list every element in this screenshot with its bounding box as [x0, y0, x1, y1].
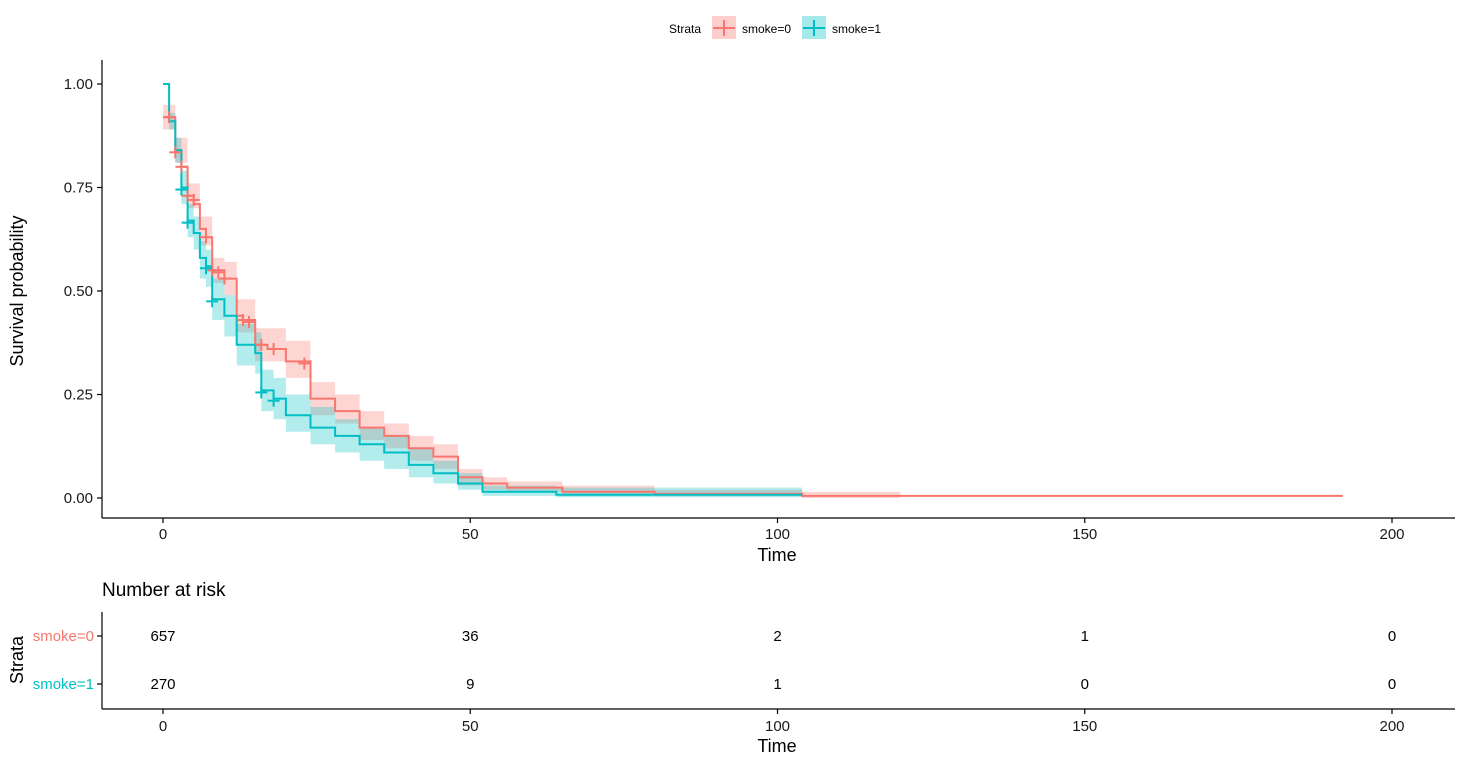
legend-title: Strata	[669, 22, 701, 36]
x-tick-label: 150	[1072, 526, 1097, 543]
censor-mark	[181, 189, 194, 202]
legend-label-smoke1: smoke=1	[832, 22, 881, 36]
censor-mark	[206, 264, 219, 277]
x-tick-label: 200	[1379, 718, 1404, 735]
censor-mark	[267, 394, 280, 407]
x-tick-label: 0	[159, 526, 167, 543]
censor-mark	[206, 295, 219, 308]
censor-mark	[175, 160, 188, 173]
risk-cell: 1	[773, 676, 781, 693]
y-tick-label: 0.00	[64, 490, 93, 507]
censor-mark	[255, 338, 268, 351]
main-panel: 0.00 0.25 0.50 0.75 1.00 0 50 100 150 200 Time S…	[7, 60, 1455, 565]
risk-rows: smoke=0 657 36 2 1 0 smoke=1 270 9 1 0 0	[33, 628, 1396, 693]
survival-curve-series-1	[163, 83, 803, 496]
censor-mark	[298, 357, 311, 370]
risk-table-title: Number at risk	[102, 580, 226, 601]
x-tick-label: 100	[765, 718, 790, 735]
censor-mark	[163, 111, 176, 124]
y-axis-title: Survival probability	[7, 215, 27, 366]
censor-mark	[200, 262, 213, 275]
censor-marks	[163, 111, 311, 407]
y-tick-label: 0.50	[64, 283, 93, 300]
risk-table: Number at risk Strata smoke=0 657 36 2 1 0smo…	[7, 580, 1455, 756]
ci-band-series-0	[163, 104, 901, 498]
censor-mark	[169, 146, 182, 159]
x-tick-label: 50	[462, 526, 479, 543]
survival-curve-series-0	[163, 116, 1343, 497]
risk-cell: 0	[1081, 676, 1089, 693]
confidence-bands	[163, 84, 901, 498]
x-axis-ticks: 0 50 100 150 200	[159, 518, 1405, 543]
survival-curves	[163, 83, 1343, 497]
censor-mark	[200, 231, 213, 244]
x-tick-label: 0	[159, 718, 167, 735]
censor-mark	[175, 183, 188, 196]
legend: Strata smoke=0 smoke=1	[669, 16, 881, 39]
censor-mark	[243, 316, 256, 329]
ci-band-series-1	[163, 84, 803, 498]
censor-mark	[236, 313, 249, 326]
x-tick-label: 100	[765, 526, 790, 543]
risk-cell: 9	[466, 676, 474, 693]
risk-cell: 270	[150, 676, 175, 693]
x-axis-title: Time	[757, 545, 796, 565]
risk-cell: 2	[773, 628, 781, 645]
censor-mark	[181, 216, 194, 229]
risk-row-label: smoke=1	[33, 676, 94, 693]
risk-x-axis-title: Time	[757, 736, 796, 756]
x-tick-label: 50	[462, 718, 479, 735]
y-axis-ticks: 0.00 0.25 0.50 0.75 1.00	[64, 76, 102, 507]
censor-mark	[218, 272, 231, 285]
risk-y-axis-title: Strata	[7, 635, 27, 684]
y-tick-label: 0.25	[64, 387, 93, 404]
risk-x-axis-ticks: 0 50 100 150 200	[159, 709, 1405, 735]
censor-mark	[187, 193, 200, 206]
risk-cell: 36	[462, 628, 479, 645]
x-tick-label: 200	[1379, 526, 1404, 543]
y-tick-label: 0.75	[64, 180, 93, 197]
censor-mark	[267, 342, 280, 355]
risk-row-label: smoke=0	[33, 628, 94, 645]
censor-mark	[212, 266, 225, 279]
risk-cell: 1	[1081, 628, 1089, 645]
censor-mark	[255, 386, 268, 399]
risk-cell: 657	[150, 628, 175, 645]
risk-cell: 0	[1388, 628, 1396, 645]
x-tick-label: 150	[1072, 718, 1097, 735]
legend-label-smoke0: smoke=0	[742, 22, 791, 36]
y-tick-label: 1.00	[64, 76, 93, 93]
risk-cell: 0	[1388, 676, 1396, 693]
